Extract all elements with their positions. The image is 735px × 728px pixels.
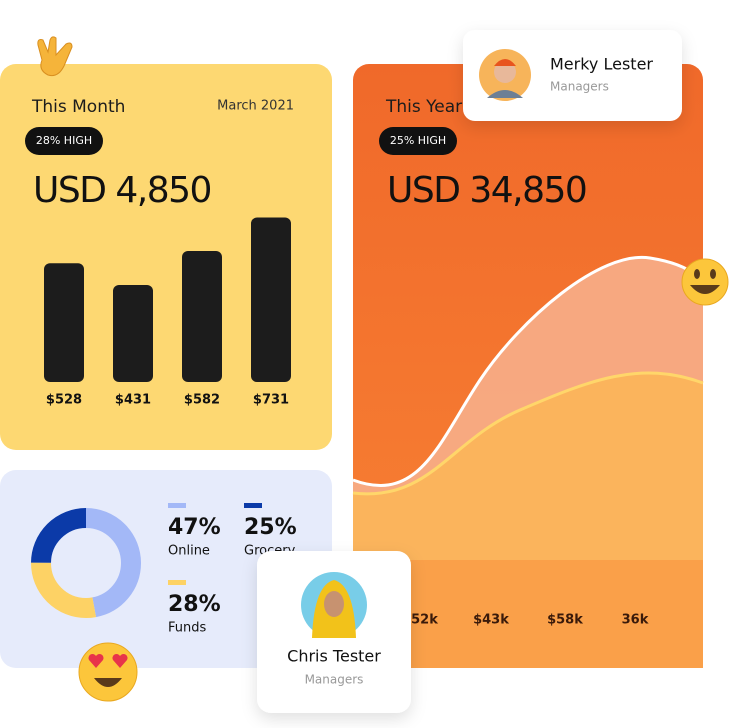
legend-swatch bbox=[244, 503, 262, 508]
bar-label: $582 bbox=[184, 393, 220, 408]
profile-name: Merky Lester bbox=[550, 55, 653, 74]
x-label: $43k bbox=[473, 613, 509, 628]
area-fade bbox=[353, 560, 703, 668]
avatar-body bbox=[487, 90, 523, 98]
legend-name: Online bbox=[168, 544, 210, 559]
bar-label: $731 bbox=[253, 393, 289, 408]
year-title: This Year bbox=[385, 97, 462, 117]
x-label: $58k bbox=[547, 613, 583, 628]
legend-value: 47% bbox=[168, 515, 221, 540]
avatar-hat bbox=[494, 59, 516, 66]
legend-value: 25% bbox=[244, 515, 297, 540]
year-badge-bg bbox=[379, 127, 457, 155]
donut-segment bbox=[31, 508, 141, 618]
avatar-face bbox=[494, 61, 516, 83]
emoji-hand bbox=[37, 36, 73, 77]
x-label: $52k bbox=[402, 613, 438, 628]
legend-name: Funds bbox=[168, 621, 206, 636]
month-title: This Month bbox=[31, 97, 125, 117]
legend-value: 28% bbox=[168, 592, 221, 617]
profile-role: Managers bbox=[305, 673, 364, 687]
month-date: March 2021 bbox=[217, 99, 294, 114]
profile-role: Managers bbox=[550, 80, 609, 94]
bar bbox=[182, 251, 222, 382]
year-badge: 25% HIGH bbox=[390, 134, 446, 147]
bar bbox=[251, 217, 291, 382]
line-back bbox=[352, 255, 705, 487]
bar bbox=[44, 263, 84, 382]
month-badge: 28% HIGH bbox=[36, 134, 92, 147]
x-label: 36k bbox=[622, 613, 649, 628]
bar-label: $431 bbox=[115, 393, 151, 408]
month-badge-bg bbox=[25, 127, 103, 155]
avatar-face bbox=[324, 591, 344, 617]
dynamic: $528 $431 $582 $731 $52k $43k $58k 36k 47% Online… bbox=[31, 217, 649, 636]
line-front bbox=[352, 371, 704, 496]
emoji-love bbox=[78, 642, 138, 702]
year-amount: USD 34,850 bbox=[387, 170, 586, 211]
bar bbox=[113, 285, 153, 382]
donut-segment bbox=[31, 508, 141, 618]
emoji-smile bbox=[681, 258, 729, 306]
bar-label: $528 bbox=[46, 393, 82, 408]
legend-swatch bbox=[168, 580, 186, 585]
legend-swatch bbox=[168, 503, 186, 508]
profile-name: Chris Tester bbox=[287, 647, 381, 666]
month-amount: USD 4,850 bbox=[33, 170, 211, 211]
